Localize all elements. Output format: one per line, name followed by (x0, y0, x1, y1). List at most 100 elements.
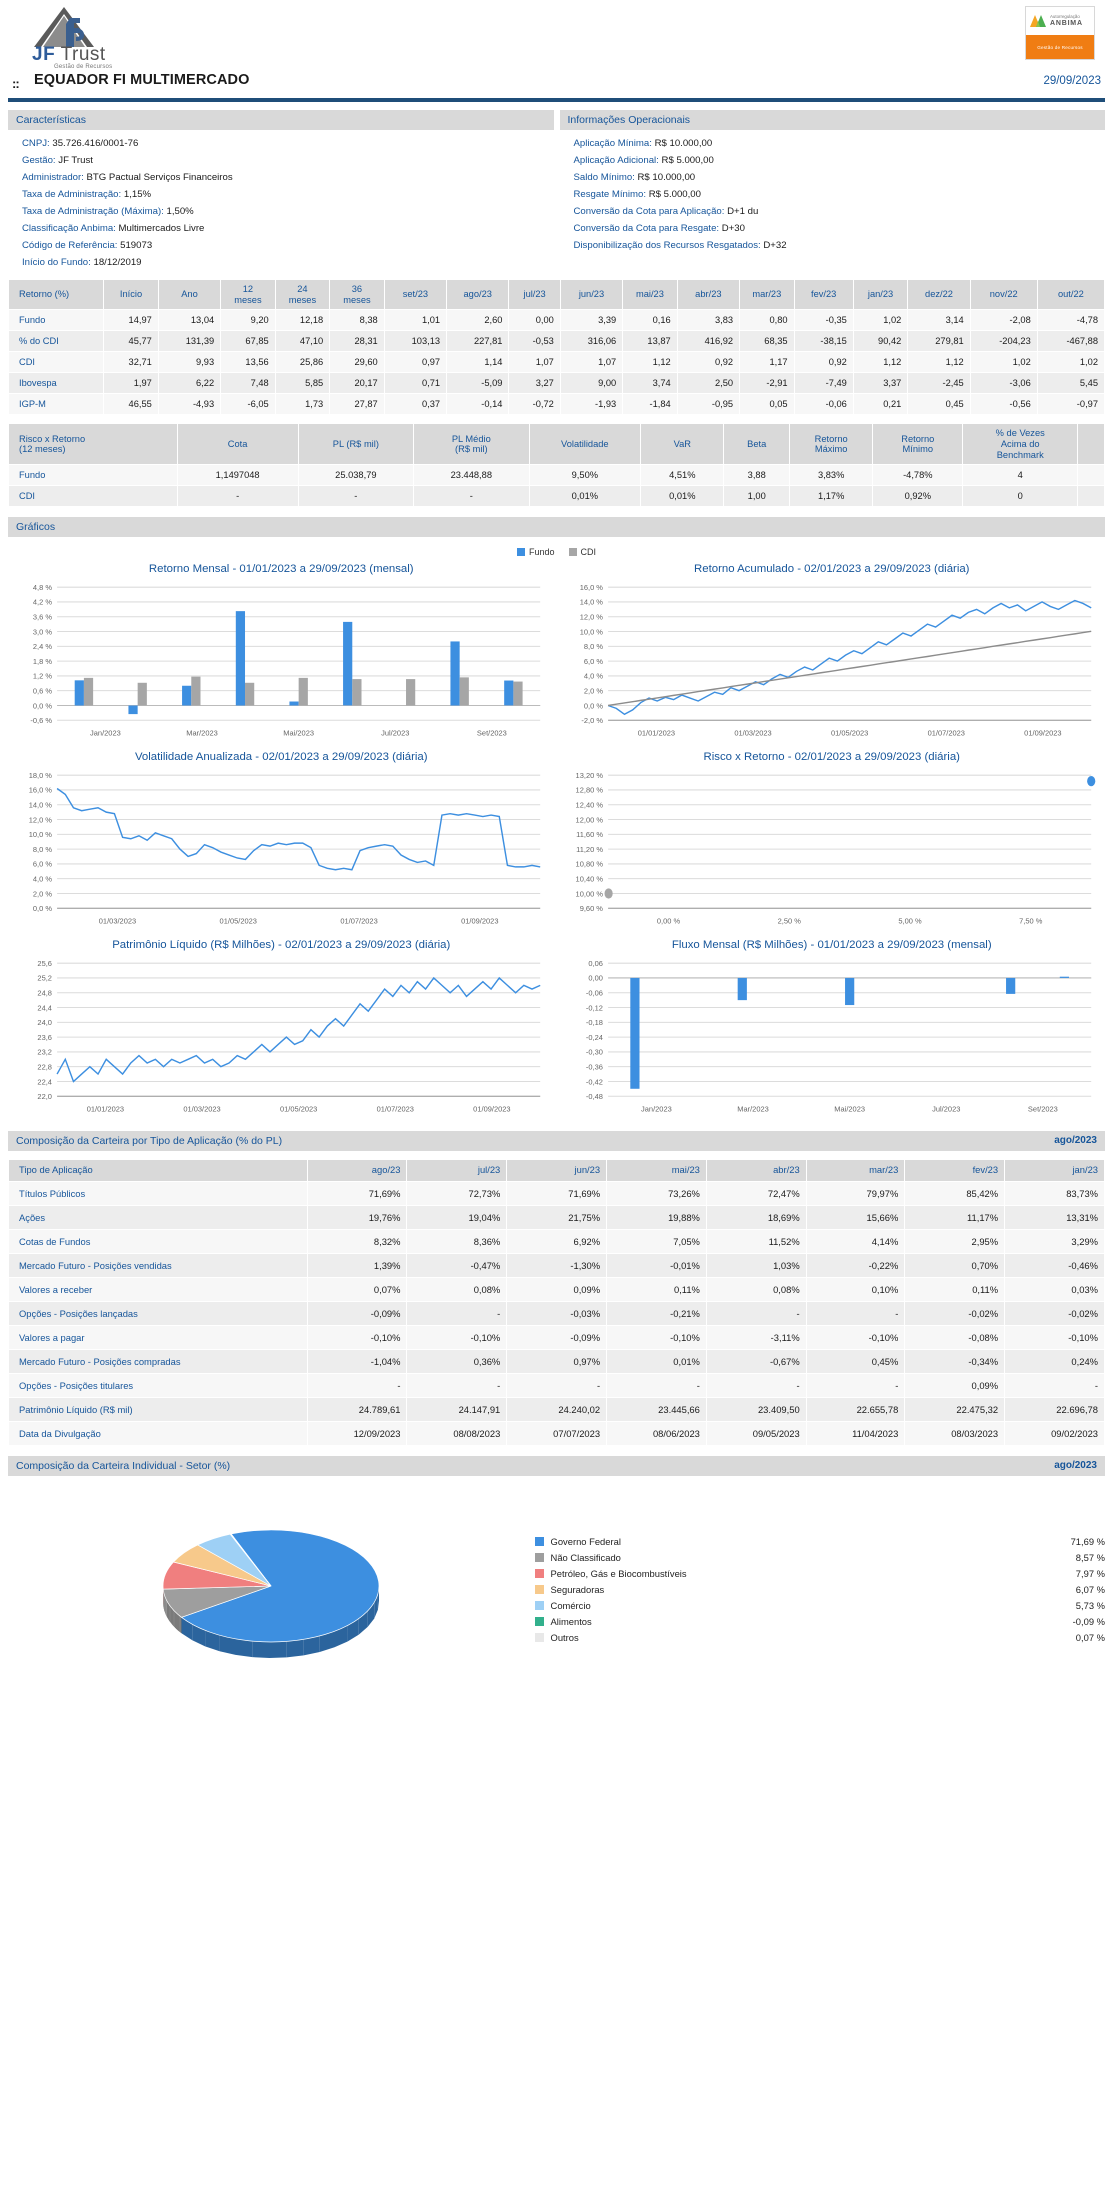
legend-item: CDI (568, 547, 596, 557)
retorno-cell: 1,07 (560, 352, 623, 373)
table-row: Opções - Posições titulares - - - - - -0,09% - (9, 1373, 1104, 1397)
brand-tagline: Gestão de Recursos (54, 64, 113, 70)
legend-label: Fundo (528, 547, 555, 558)
setor-badge: ago/2023 (1054, 1459, 1097, 1471)
retorno-col-header: dez/22 (908, 280, 970, 310)
svg-text:Jul/2023: Jul/2023 (932, 1105, 960, 1114)
legend-swatch-icon (568, 548, 577, 557)
table-row: Títulos Públicos 71,69% 72,73% 71,69% 73,26%… (9, 1181, 1104, 1205)
pie-slice (181, 1529, 380, 1642)
svg-text:-0,12: -0,12 (585, 1003, 602, 1012)
composicao-cell: 0,01% (607, 1349, 706, 1373)
sector-pie-chart (162, 1529, 380, 1658)
composicao-col-header: mai/23 (607, 1159, 706, 1181)
retorno-cell: 1,12 (623, 352, 677, 373)
svg-text:-0,24: -0,24 (585, 1033, 602, 1042)
composicao-cell: 22.655,78 (806, 1397, 905, 1421)
retorno-cell: 13,04 (158, 310, 221, 331)
table-row: % do CDI 45,77 131,39 67,85 47,10 28,31 103,13… (9, 331, 1104, 352)
retorno-cell: 0,00 (509, 310, 560, 331)
svg-text:13,20 %: 13,20 % (575, 771, 603, 780)
retorno-cell: 1,02 (853, 310, 908, 331)
retorno-cell: 90,42 (853, 331, 908, 352)
retorno-col-header: out/22 (1037, 280, 1104, 310)
anbima-footer-text: Gestão de Recursos (1037, 44, 1083, 50)
operacional-value: R$ 5.000,00 (648, 189, 701, 200)
risco-col-header: Cota (177, 424, 298, 465)
legend-swatch-icon (516, 548, 525, 557)
pie-legend-swatch-icon (534, 1537, 544, 1547)
risco-cell: - (414, 486, 529, 507)
table-row: CDI - - -0,01% 0,01% 1,00 1,17% 0,92% 0 (9, 486, 1104, 507)
page-title: EQUADOR FI MULTIMERCADO (34, 72, 250, 88)
svg-text:-0,36: -0,36 (585, 1062, 602, 1071)
caracteristica-label: CNPJ: (22, 138, 50, 149)
brand-name-secondary: Trust (55, 44, 106, 65)
chart-cell: Patrimônio Líquido (R$ Milhões) - 02/01/… (6, 933, 557, 1121)
svg-text:1,2 %: 1,2 % (33, 672, 52, 681)
caracteristica-label: Administrador: (22, 172, 84, 183)
retorno-row-label: Ibovespa (9, 373, 104, 394)
risco-col-header: PL (R$ mil) (298, 424, 414, 465)
retorno-cell: -204,23 (970, 331, 1037, 352)
svg-text:Jan/2023: Jan/2023 (641, 1105, 672, 1114)
caracteristicas-panel: Características CNPJ: 35.726.416/0001-76… (8, 110, 554, 271)
caracteristica-label: Taxa de Administração (Máxima): (22, 206, 164, 217)
svg-text:22,4: 22,4 (37, 1077, 52, 1086)
table-row: Mercado Futuro - Posições vendidas 1,39% -… (9, 1253, 1104, 1277)
composicao-cell: -0,34% (905, 1349, 1005, 1373)
composicao-cell: -0,03% (507, 1301, 607, 1325)
retorno-cell: 0,80 (740, 310, 794, 331)
operacionais-heading: Informações Operacionais (559, 110, 1105, 130)
composicao-cell: 15,66% (806, 1205, 905, 1229)
anbima-mountain-icon (1030, 15, 1046, 27)
composicao-row-label: Data da Divulgação (9, 1421, 307, 1445)
composicao-row-label: Cotas de Fundos (9, 1229, 307, 1253)
pie-legend-row: Seguradoras 6,07 % (534, 1582, 1105, 1598)
table-row: Data da Divulgação 12/09/2023 08/08/2023 07… (9, 1421, 1104, 1445)
composicao-cell: 0,70% (905, 1253, 1005, 1277)
retorno-row-label: IGP-M (9, 394, 104, 415)
retorno-col-header: set/23 (384, 280, 447, 310)
chart-line: 18,0 % 16,0 % 14,0 % 12,0 % 10,0 % 8,0 % 6,0 %… (29, 771, 541, 926)
risco-cell: - (177, 486, 298, 507)
svg-text:18,0 %: 18,0 % (29, 771, 53, 780)
composicao-cell: 3,29% (1005, 1229, 1104, 1253)
risco-cell: 0,92% (873, 486, 963, 507)
pie-legend-label: Outros (550, 1632, 579, 1644)
composicao-cell: 18,69% (706, 1205, 806, 1229)
retorno-cell: 0,45 (908, 394, 970, 415)
fund-title-bar: :: EQUADOR FI MULTIMERCADO 29/09/2023 (0, 70, 1113, 96)
page-header: JF Trust Gestão de Recursos Autorregulaç… (0, 0, 1113, 70)
composicao-cell: - (507, 1373, 607, 1397)
svg-text:0,0 %: 0,0 % (33, 904, 52, 913)
pie-legend-value: 5,73 % (1075, 1600, 1105, 1612)
composicao-cell: -1,30% (507, 1253, 607, 1277)
risco-spacer-header (1078, 424, 1104, 465)
setor-heading: Composição da Carteira Individual - Seto… (16, 1459, 231, 1472)
risco-cell: 9,50% (529, 465, 641, 486)
operacional-value: R$ 10.000,00 (654, 138, 713, 149)
retorno-cell: 1,97 (104, 373, 158, 394)
retorno-cell: 416,92 (677, 331, 740, 352)
svg-text:-0,48: -0,48 (585, 1092, 602, 1101)
composicao-cell: 0,09% (905, 1373, 1005, 1397)
risco-spacer-cell (1078, 486, 1104, 507)
operacional-label: Aplicação Mínima: (573, 138, 652, 149)
title-accent-bar (8, 98, 1105, 102)
svg-text:11,60 %: 11,60 % (576, 830, 603, 839)
retorno-col-header: 24 meses (275, 280, 330, 310)
caracteristica-value: 1,50% (166, 206, 194, 217)
retorno-corner-header: Retorno (%) (9, 280, 104, 310)
retorno-cell: 13,56 (221, 352, 275, 373)
retorno-cell: -38,15 (794, 331, 853, 352)
risco-cell: 3,83% (790, 465, 873, 486)
composicao-cell: 73,26% (607, 1181, 706, 1205)
pie-legend: Governo Federal 71,69 % Não Classificado 8,… (534, 1534, 1105, 1646)
retorno-cell: 2,60 (447, 310, 509, 331)
composicao-row-label: Mercado Futuro - Posições vendidas (9, 1253, 307, 1277)
retorno-cell: -0,95 (677, 394, 740, 415)
composicao-cell: 72,47% (706, 1181, 806, 1205)
caracteristica-value: 18/12/2019 (93, 257, 142, 268)
svg-text:01/01/2023: 01/01/2023 (637, 729, 674, 738)
